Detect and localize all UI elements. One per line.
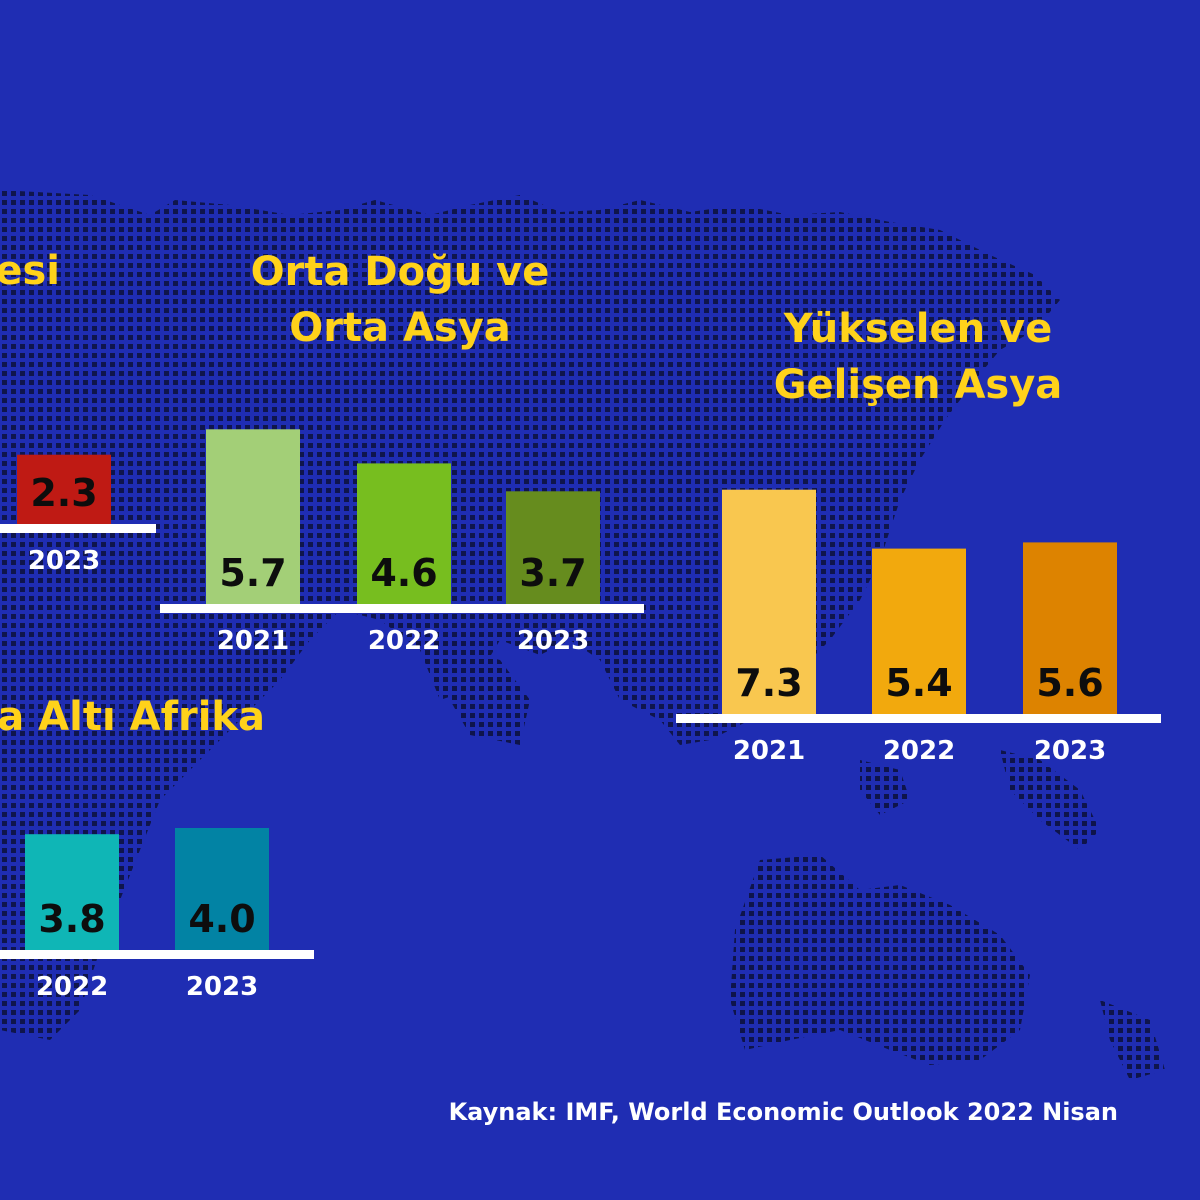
baseline (676, 714, 1161, 723)
chart-panel-4: a Altı Afrika 3.8 2022 4.0 2023 (0, 694, 314, 1002)
chart-title-line: esi (0, 248, 60, 294)
year-label: 2022 (36, 972, 108, 1002)
baseline (0, 524, 156, 533)
year-label: 2021 (733, 736, 805, 766)
year-label: 2023 (1034, 736, 1106, 766)
chart-title-line: Gelişen Asya (774, 362, 1063, 408)
bar-2022 (872, 548, 966, 716)
bar-2021 (722, 489, 816, 716)
bar-2023 (17, 454, 111, 526)
chart-title-line: Yükselen ve (783, 306, 1053, 352)
chart-panel-2: Orta Doğu ve Orta Asya 5.7 2021 4.6 2022 3.7 20… (160, 249, 644, 656)
year-label: 2023 (517, 626, 589, 656)
baseline (160, 604, 644, 613)
value-label: 5.7 (219, 551, 286, 595)
value-label: 5.6 (1036, 661, 1103, 705)
value-label: 2.3 (30, 471, 97, 515)
bar-2022 (357, 463, 451, 606)
year-label: 2022 (883, 736, 955, 766)
chart-panel-1: esi 2.3 2023 (0, 248, 156, 576)
chart-panel-3: Yükselen ve Gelişen Asya 7.3 2021 5.4 2022 5.6… (676, 306, 1161, 766)
baseline (0, 950, 314, 959)
value-label: 7.3 (735, 661, 802, 705)
year-label: 2022 (368, 626, 440, 656)
chart-title-line: Orta Asya (289, 305, 511, 351)
bar-2022 (25, 834, 119, 952)
year-label: 2023 (186, 972, 258, 1002)
value-label: 3.7 (519, 551, 586, 595)
source-note: Kaynak: IMF, World Economic Outlook 2022… (449, 1098, 1118, 1126)
chart-title-line: Orta Doğu ve (251, 249, 550, 295)
bar-2021 (206, 429, 300, 606)
year-label: 2023 (28, 546, 100, 576)
value-label: 5.4 (885, 661, 952, 705)
world-map-background (0, 190, 1165, 1080)
bar-2023 (175, 828, 269, 952)
value-label: 3.8 (38, 897, 105, 941)
year-label: 2021 (217, 626, 289, 656)
value-label: 4.0 (188, 897, 255, 941)
value-label: 4.6 (370, 551, 437, 595)
chart-title-line: a Altı Afrika (0, 694, 265, 740)
charts-layer: esi 2.3 2023 Orta Doğu ve Orta Asya 5.7 2021 4.… (0, 248, 1161, 1002)
bar-2023 (506, 491, 600, 606)
bar-2023 (1023, 542, 1117, 716)
